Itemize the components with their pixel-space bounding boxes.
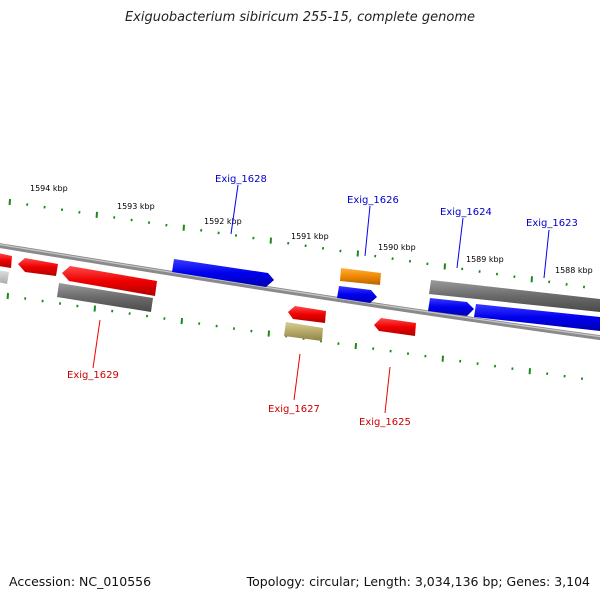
- gene-label-exig-1629[interactable]: Exig_1629: [67, 370, 119, 381]
- gene-exig-1629-gray-block[interactable]: [57, 283, 153, 312]
- gene-exig-1627-olive-block[interactable]: [284, 322, 323, 341]
- gene-exig-1629-arrow[interactable]: [62, 266, 157, 296]
- leader-exig-1628: [230, 184, 239, 235]
- accession-text: Accession: NC_010556: [9, 574, 152, 589]
- genome-backbone-highlight: [0, 244, 600, 338]
- gene-left-edge-light-block: [0, 270, 9, 284]
- gene-exig-1625-arrow[interactable]: [374, 318, 416, 336]
- gene-label-exig-1628[interactable]: Exig_1628: [215, 174, 267, 185]
- gene-exig-1630-arrow[interactable]: [18, 258, 58, 276]
- gene-label-exig-1627[interactable]: Exig_1627: [268, 404, 320, 415]
- gene-label-exig-1626[interactable]: Exig_1626: [347, 195, 399, 206]
- scale-label-1592: 1592 kbp: [204, 217, 242, 226]
- gene-exig-1626-arrow[interactable]: [337, 286, 377, 303]
- scale-label-1594: 1594 kbp: [30, 184, 68, 193]
- gene-label-exig-1623[interactable]: Exig_1623: [526, 218, 578, 229]
- leader-exig-1627: [293, 353, 301, 401]
- scale-label-1589: 1589 kbp: [466, 255, 504, 264]
- leader-exig-1626: [364, 205, 371, 257]
- leader-exig-1624: [456, 217, 464, 269]
- scale-label-1591: 1591 kbp: [291, 232, 329, 241]
- scale-label-1588: 1588 kbp: [555, 266, 593, 275]
- scale-label-1590: 1590 kbp: [378, 243, 416, 252]
- map-title: Exiguobacterium sibiricum 255-15, comple…: [124, 10, 476, 25]
- gene-exig-1623-arrow-b[interactable]: [474, 304, 600, 331]
- leader-exig-1623: [543, 229, 550, 279]
- leader-exig-1625: [384, 366, 391, 414]
- gene-label-exig-1624[interactable]: Exig_1624: [440, 207, 492, 218]
- gene-exig-1624-arrow[interactable]: [429, 280, 600, 312]
- gene-exig-1628-arrow[interactable]: [172, 259, 274, 287]
- gene-exig-1627-arrow[interactable]: [288, 306, 326, 323]
- leader-exig-1629: [92, 319, 101, 369]
- genome-backbone: [0, 243, 600, 341]
- gene-left-edge-red-arrow[interactable]: [0, 253, 12, 268]
- gene-label-exig-1625[interactable]: Exig_1625: [359, 417, 411, 428]
- scale-label-1593: 1593 kbp: [117, 202, 155, 211]
- genome-summary-text: Topology: circular; Length: 3,034,136 bp…: [246, 574, 590, 589]
- gene-exig-1623-arrow-a[interactable]: [428, 298, 474, 316]
- inner-tick-track: [6, 292, 584, 381]
- outer-tick-track: [8, 198, 586, 289]
- gene-exig-1626-orange-arrow[interactable]: [340, 268, 381, 285]
